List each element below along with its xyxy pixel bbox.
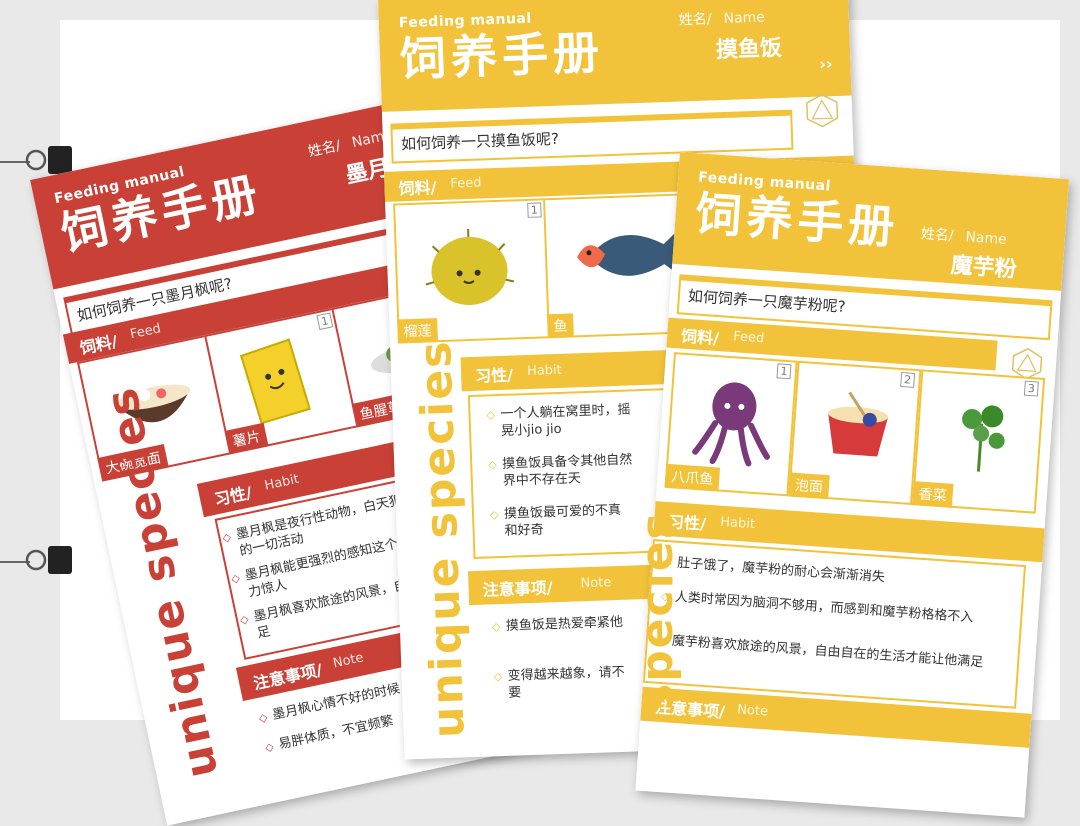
note-title: 注意事项/ <box>251 660 324 694</box>
name-label-zh: 姓名/ <box>678 11 712 29</box>
habit-item: 人类时常因为脑洞不够用，而感到和魔芋粉格格不入 <box>674 589 994 628</box>
chevron-icon: ›› <box>818 54 833 74</box>
note-sub: Note <box>736 702 769 720</box>
feed-number: 1 <box>527 202 542 218</box>
feed-item: 鱼 <box>543 192 702 339</box>
habit-sub: Habit <box>526 362 563 380</box>
feed-label: 八爪鱼 <box>664 463 721 492</box>
feed-number: 1 <box>316 312 334 331</box>
binder-clip-icon <box>0 546 72 574</box>
durian-icon <box>425 228 515 305</box>
habit-sub: Habit <box>719 514 756 533</box>
fish-icon <box>577 231 680 276</box>
name-label-zh: 姓名/ <box>306 137 343 161</box>
feed-sub: Feed <box>732 329 765 347</box>
feeding-card-yellow-front: Feeding manual 饲养手册 姓名/Name 魔芋粉 如何饲养一只魔芋… <box>635 152 1070 818</box>
name-label-en: Name <box>964 229 1008 248</box>
feed-label: 香菜 <box>911 481 954 508</box>
feed-list: 1 八爪鱼 2 泡面 3 香菜 <box>664 352 1047 518</box>
habit-sub: Habit <box>263 471 301 494</box>
chips-bag-icon <box>239 338 311 425</box>
habit-title: 习性/ <box>474 365 514 386</box>
feed-label: 泡面 <box>788 472 830 500</box>
habit-item: 摸鱼饭最可爱的不真和好奇 <box>504 502 625 540</box>
feeding-card-yellow-mid: Feeding manual 饲养手册 姓名/Name 摸鱼饭 ›› 如何饲养一… <box>378 0 875 760</box>
feed-item: 3 香菜 <box>911 369 1046 514</box>
coriander-icon <box>962 405 1005 472</box>
pet-name: 魔芋粉 <box>949 253 1018 283</box>
note-sub: Note <box>331 650 365 672</box>
feed-item: 大碗宽面 <box>76 334 234 482</box>
feed-item: 1 榴莲 <box>393 198 552 344</box>
feed-number: 2 <box>900 371 916 388</box>
feed-number: 1 <box>776 363 792 380</box>
card-header: Feeding manual 饲养手册 姓名/Name 摸鱼饭 ›› <box>378 0 852 112</box>
habit-item: 摸鱼饭具备令其他自然界中不存在天 <box>502 451 643 490</box>
feed-title: 饲料/ <box>398 178 437 199</box>
feed-title: 饲料/ <box>680 326 720 349</box>
feed-item: 1 八爪鱼 <box>664 352 798 497</box>
feed-sub: Feed <box>128 321 163 343</box>
feed-item: 1 薯片 <box>204 307 361 455</box>
note-sub: Note <box>580 575 612 592</box>
card-zh-title: 饲养手册 <box>693 186 902 255</box>
binder-clip-icon <box>0 146 72 174</box>
species-text: species <box>632 511 683 710</box>
pet-name: 摸鱼饭 <box>715 35 783 64</box>
geometric-logo-icon <box>806 93 839 128</box>
name-label: 姓名/Name <box>920 223 1007 249</box>
note-item: 摸鱼饭是热爱牵紧他 <box>506 614 627 635</box>
noodle-bowl-icon <box>115 384 191 423</box>
habit-list: 肚子饿了，魔芋粉的耐心会渐渐消失 人类时常因为脑洞不够用，而感到和魔芋粉格格不入… <box>642 539 1027 709</box>
octopus-icon <box>692 382 770 467</box>
card-zh-title: 饲养手册 <box>399 25 605 87</box>
note-title: 注意事项/ <box>482 578 553 600</box>
name-label-en: Name <box>723 9 766 27</box>
feed-item: 2 泡面 <box>788 360 922 506</box>
instant-noodle-icon <box>828 391 889 457</box>
feed-number: 3 <box>1023 380 1039 397</box>
habit-item: 一个人躺在窝里时，摇晃小jio jio <box>500 401 631 440</box>
feed-sub: Feed <box>450 175 482 192</box>
feed-label: 薯片 <box>224 422 269 455</box>
habit-item: 肚子饿了，魔芋粉的耐心会渐渐消失 <box>677 555 997 594</box>
note-item: 变得越来越象，请不要 <box>507 664 628 702</box>
name-label: 姓名/Name <box>679 7 766 30</box>
feed-list: 1 榴莲 鱼 <box>393 188 851 344</box>
name-label-zh: 姓名/ <box>920 226 955 245</box>
habit-title: 习性/ <box>212 482 254 510</box>
feed-label: 鱼 <box>547 313 574 339</box>
species-text: unique species <box>409 338 475 739</box>
habit-item: 魔芋粉喜欢旅途的风景，自由自在的生活才能让他满足 <box>671 633 991 672</box>
